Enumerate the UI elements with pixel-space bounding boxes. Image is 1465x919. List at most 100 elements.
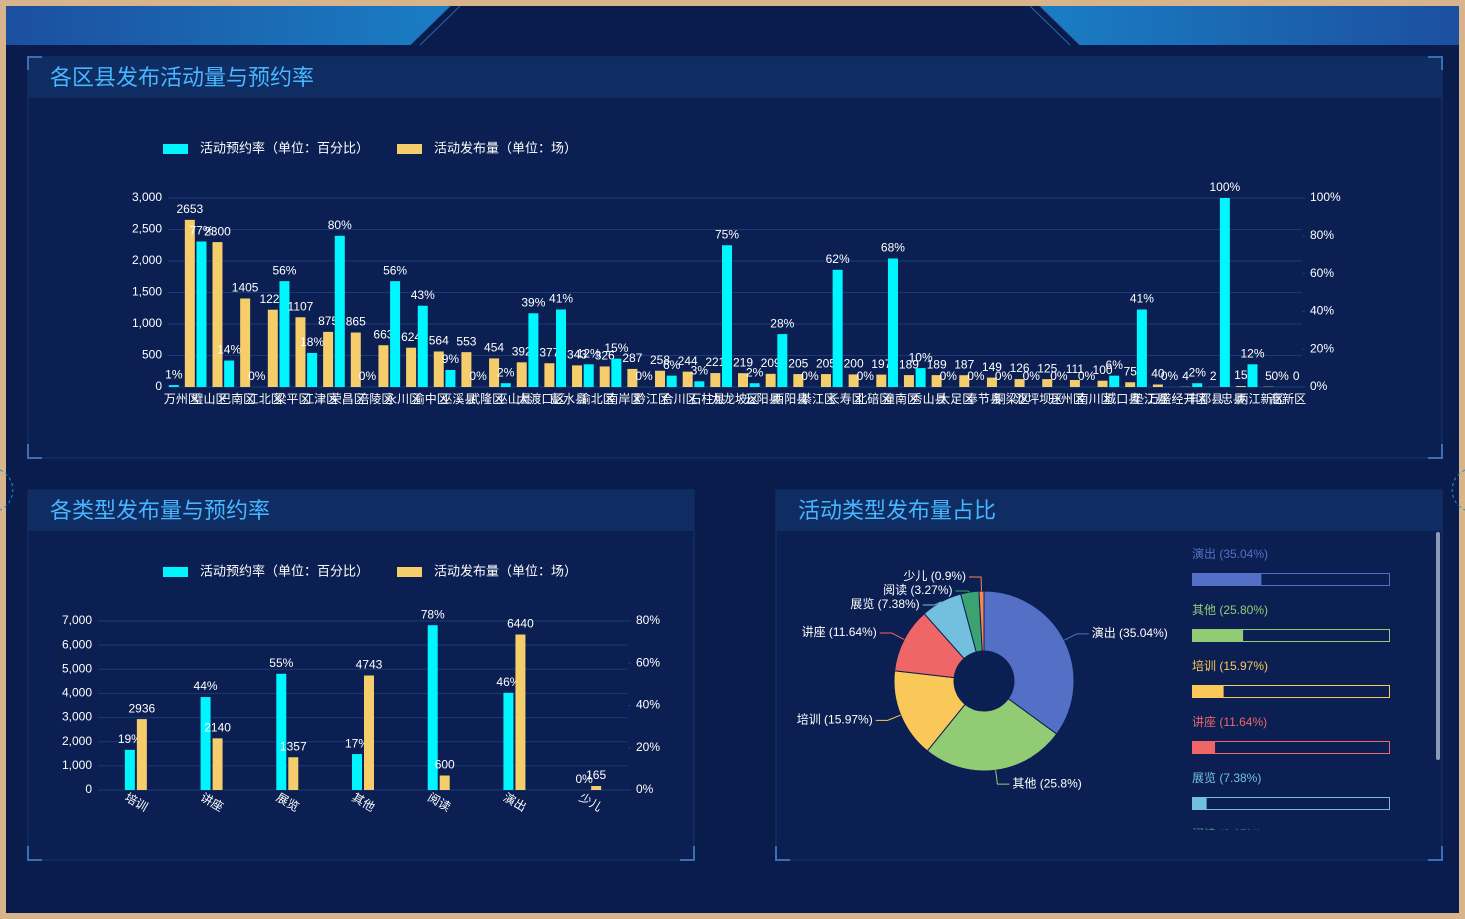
bar xyxy=(876,374,887,387)
scrollbar[interactable] xyxy=(1436,532,1440,760)
data-label: 18% xyxy=(300,335,324,349)
pie-label: 讲座 (11.64%) xyxy=(802,624,877,639)
legend-swatch xyxy=(397,144,422,154)
y-tick-label: 5,000 xyxy=(62,661,92,675)
label-line xyxy=(955,590,970,593)
bar xyxy=(777,334,788,387)
label-line xyxy=(969,576,982,592)
data-label: 221 xyxy=(705,355,725,369)
bar xyxy=(694,381,705,387)
x-tick-label: 南岸区 xyxy=(606,391,642,406)
panel xyxy=(27,56,1443,459)
y2-tick-label: 20% xyxy=(1310,341,1334,355)
y-tick-label: 0 xyxy=(155,379,162,393)
bar xyxy=(390,281,401,387)
bar xyxy=(503,692,514,790)
bar xyxy=(168,385,179,387)
bar xyxy=(417,305,428,387)
label-line xyxy=(875,714,901,721)
bar xyxy=(124,749,135,790)
data-label: 187 xyxy=(954,357,974,371)
x-tick-label: 忠县 xyxy=(1221,392,1245,406)
data-label: 77% xyxy=(189,224,213,238)
panel-title: 活动类型发布量占比 xyxy=(798,498,996,523)
progress-bar xyxy=(1192,685,1224,698)
y-tick-label: 0 xyxy=(85,782,92,796)
data-label: 2% xyxy=(746,365,764,379)
x-tick-label: 铜梁区 xyxy=(994,391,1030,406)
legend-item: 阅读 (3.27%) xyxy=(1192,827,1261,841)
bar xyxy=(352,754,362,790)
bar xyxy=(212,242,223,387)
x-tick-label: 丰都县 xyxy=(1187,392,1223,406)
header-left xyxy=(6,6,450,45)
data-label: 9% xyxy=(442,352,460,366)
x-tick-label: 璧山区 xyxy=(191,391,227,406)
pie-slice xyxy=(926,697,1058,772)
bar xyxy=(461,352,472,387)
bar xyxy=(722,245,732,387)
data-label: 44% xyxy=(194,679,218,693)
data-label: 564 xyxy=(429,334,449,348)
x-tick-label: 黔江区 xyxy=(634,391,670,406)
data-label: 287 xyxy=(622,351,642,365)
bar xyxy=(765,373,776,387)
bar xyxy=(184,219,195,387)
data-label: 624 xyxy=(401,330,421,344)
data-label: 41% xyxy=(549,292,573,306)
pie-label: 演出 (35.04%) xyxy=(1092,625,1168,640)
label-line xyxy=(879,632,905,640)
pie-slice xyxy=(893,670,966,752)
data-label: 0% xyxy=(857,369,875,383)
data-label: 0% xyxy=(635,369,653,383)
data-label: 326 xyxy=(595,349,615,363)
x-tick-label: 石柱县 xyxy=(689,391,725,406)
data-label: 189 xyxy=(927,357,947,371)
data-label: 6440 xyxy=(507,617,534,631)
data-label: 2% xyxy=(1189,365,1207,379)
bar xyxy=(1014,379,1025,387)
y2-tick-label: 0% xyxy=(1310,379,1328,393)
x-tick-label: 万盛经开区 xyxy=(1148,391,1208,406)
data-label: 1405 xyxy=(232,281,259,295)
y-tick-label: 2,500 xyxy=(132,222,162,236)
bar xyxy=(887,258,898,387)
x-tick-label: 巴南区 xyxy=(219,391,255,406)
data-label: 39% xyxy=(521,295,545,309)
data-label: 3% xyxy=(691,364,709,378)
data-label: 5 xyxy=(1265,369,1272,383)
x-tick-label: 涪陵区 xyxy=(357,391,393,406)
x-tick-label: 云阳县 xyxy=(745,392,781,406)
bar xyxy=(738,373,748,387)
bar xyxy=(1125,382,1136,387)
data-label: 10% xyxy=(909,350,933,364)
bar xyxy=(986,377,997,387)
bar xyxy=(848,374,859,387)
data-label: 68% xyxy=(881,241,905,255)
data-label: 2140 xyxy=(204,721,231,735)
bar xyxy=(439,775,450,790)
x-tick-label: 永川区 xyxy=(385,392,421,406)
side-deco xyxy=(0,469,1465,511)
data-label: 197 xyxy=(871,357,891,371)
bar xyxy=(1247,364,1258,387)
x-tick-label: 高新区 xyxy=(1270,391,1306,406)
data-label: 0% xyxy=(940,369,958,383)
data-label: 0% xyxy=(359,369,377,383)
data-label: 15% xyxy=(604,341,628,355)
bar xyxy=(279,281,290,387)
data-label: 600 xyxy=(435,758,455,772)
data-label: 1% xyxy=(165,367,183,381)
bar xyxy=(406,347,417,387)
bar xyxy=(591,786,602,790)
data-label: 2 xyxy=(1210,369,1217,383)
legend-item: 展览 (7.38%) xyxy=(1192,770,1261,785)
label-line xyxy=(922,601,942,606)
x-tick-label: 巫溪县 xyxy=(440,392,476,406)
bar xyxy=(655,370,666,387)
data-label: 2653 xyxy=(176,202,203,216)
data-label: 149 xyxy=(982,360,1002,374)
y-tick-label: 2,000 xyxy=(132,253,162,267)
data-label: 100% xyxy=(1210,180,1241,194)
panel-header xyxy=(776,490,1442,531)
